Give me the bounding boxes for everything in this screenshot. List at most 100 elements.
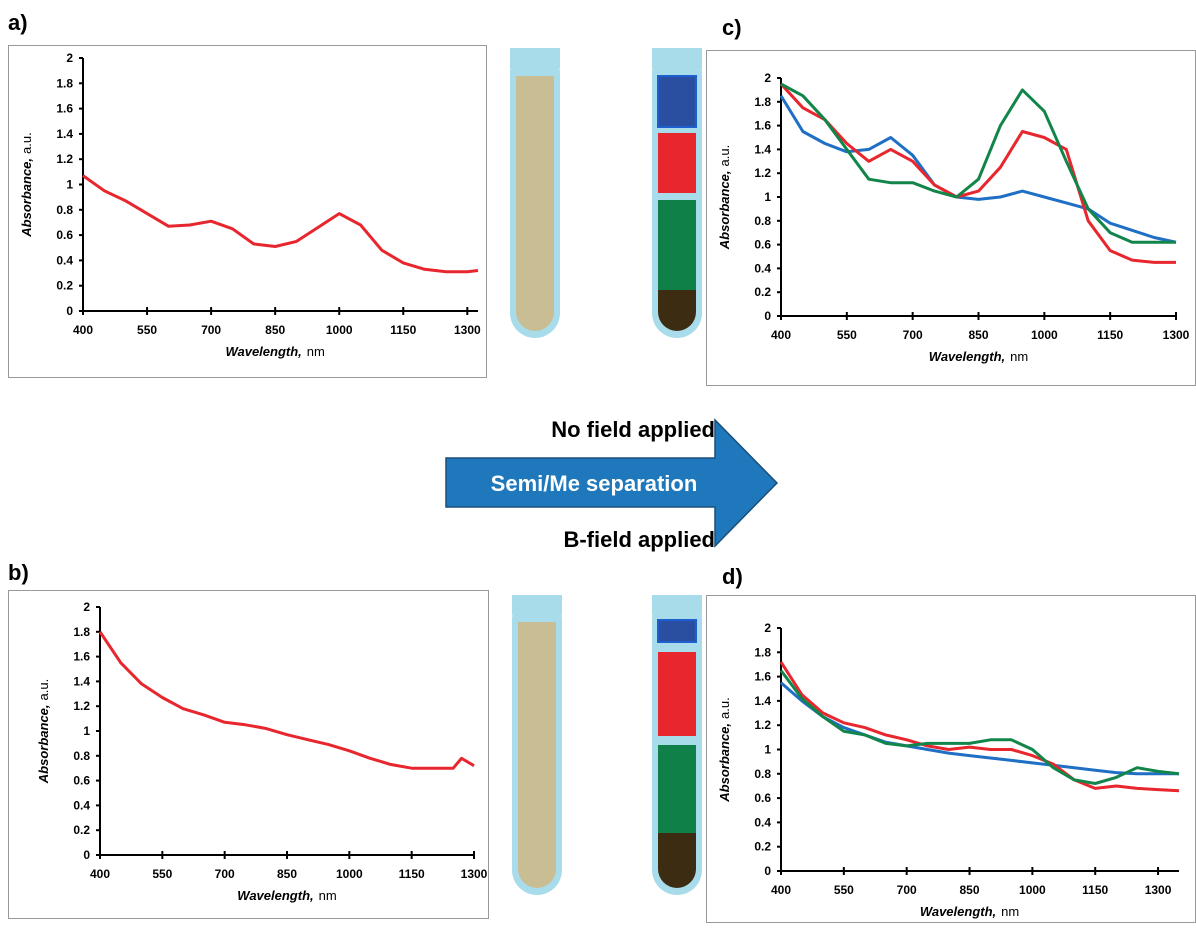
x-axis-title: Wavelength, nm	[237, 888, 336, 903]
arrow-top-label: No field applied	[551, 417, 715, 442]
y-tick-label: 0.2	[56, 279, 73, 293]
tube-d	[652, 595, 702, 895]
y-tick-label: 1.4	[754, 142, 771, 156]
y-tick-label: 2	[764, 621, 771, 635]
tube-b	[512, 595, 562, 895]
x-tick-label: 1300	[1163, 328, 1190, 342]
x-label: Wavelength,	[225, 344, 301, 359]
y-tick-label: 0	[764, 309, 771, 323]
tube-a	[510, 48, 560, 338]
x-tick-label: 400	[73, 323, 93, 337]
tube-c	[652, 48, 702, 338]
x-tick-label: 850	[277, 867, 297, 881]
y-label: Absorbance,	[36, 704, 51, 784]
y-tick-label: 1	[764, 743, 771, 757]
y-tick-label: 0	[83, 848, 90, 862]
x-tick-label: 1000	[1031, 328, 1058, 342]
y-tick-label: 0.6	[754, 238, 771, 252]
x-unit: nm	[319, 888, 337, 903]
x-tick-label: 1000	[336, 867, 363, 881]
y-tick-label: 1	[764, 190, 771, 204]
chart-frame	[8, 45, 487, 378]
y-label: Absorbance,	[717, 170, 732, 250]
y-tick-label: 1.4	[56, 127, 73, 141]
x-tick-label: 550	[152, 867, 172, 881]
x-tick-label: 1150	[399, 867, 425, 881]
y-label: Absorbance,	[19, 158, 34, 238]
y-tick-label: 1.2	[56, 152, 73, 166]
series-line	[82, 174, 479, 274]
y-tick-label: 1.6	[754, 119, 771, 133]
y-axis-title: Absorbance, a.u.	[717, 697, 732, 802]
x-tick-label: 1000	[326, 323, 353, 337]
y-tick-label: 0.4	[73, 798, 90, 812]
y-tick-label: 1.4	[73, 674, 90, 688]
x-axis-title: Wavelength, nm	[929, 349, 1028, 364]
y-unit: a.u.	[717, 145, 732, 167]
panel-label: c)	[722, 15, 742, 40]
x-tick-label: 1300	[454, 323, 481, 337]
series-line	[779, 669, 1180, 785]
series-line	[780, 681, 1179, 776]
x-label: Wavelength,	[237, 888, 313, 903]
y-tick-label: 2	[83, 600, 90, 614]
arrow-bottom-label: B-field applied	[563, 527, 715, 552]
y-tick-label: 0.6	[754, 791, 771, 805]
x-label: Wavelength,	[929, 349, 1005, 364]
panel-label: a)	[8, 10, 28, 35]
y-tick-label: 0.4	[56, 253, 73, 267]
y-tick-label: 1	[66, 178, 73, 192]
panel-label: d)	[722, 564, 743, 589]
x-unit: nm	[1010, 349, 1028, 364]
y-tick-label: 0.8	[56, 203, 73, 217]
x-tick-label: 700	[903, 328, 923, 342]
y-tick-label: 0.8	[754, 214, 771, 228]
x-tick-label: 550	[834, 883, 854, 897]
chart-frame	[706, 595, 1196, 923]
x-tick-label: 1150	[1097, 328, 1123, 342]
x-tick-label: 400	[771, 883, 791, 897]
y-label: Absorbance,	[717, 723, 732, 803]
y-tick-label: 0.4	[754, 815, 771, 829]
x-axis-title: Wavelength, nm	[225, 344, 324, 359]
series-line	[779, 82, 1176, 264]
x-tick-label: 1300	[461, 867, 488, 881]
x-tick-label: 850	[960, 883, 980, 897]
x-tick-label: 700	[201, 323, 221, 337]
y-tick-label: 1.8	[754, 645, 771, 659]
y-tick-label: 1.6	[56, 102, 73, 116]
x-label: Wavelength,	[920, 904, 996, 919]
y-tick-label: 1.2	[754, 166, 771, 180]
series-line	[779, 661, 1180, 793]
y-axis-title: Absorbance, a.u.	[717, 145, 732, 250]
y-axis-title: Absorbance, a.u.	[36, 679, 51, 784]
y-tick-label: 1.6	[754, 670, 771, 684]
y-tick-label: 0	[764, 864, 771, 878]
y-tick-label: 0.8	[73, 749, 90, 763]
y-tick-label: 1.8	[56, 76, 73, 90]
y-unit: a.u.	[36, 679, 51, 701]
x-unit: nm	[1001, 904, 1019, 919]
y-tick-label: 1.8	[754, 95, 771, 109]
x-unit: nm	[307, 344, 325, 359]
series-line	[780, 82, 1176, 244]
panel-label: b)	[8, 560, 29, 585]
x-tick-label: 850	[265, 323, 285, 337]
y-tick-label: 0	[66, 304, 73, 318]
y-unit: a.u.	[717, 697, 732, 719]
x-tick-label: 1150	[1082, 883, 1108, 897]
y-tick-label: 0.2	[754, 840, 771, 854]
x-tick-label: 1150	[390, 323, 416, 337]
x-tick-label: 1300	[1145, 883, 1172, 897]
y-tick-label: 1.8	[73, 625, 90, 639]
x-tick-label: 850	[968, 328, 988, 342]
x-tick-label: 400	[771, 328, 791, 342]
x-tick-label: 550	[137, 323, 157, 337]
arrow	[445, 418, 779, 548]
x-tick-label: 700	[897, 883, 917, 897]
x-tick-label: 1000	[1019, 883, 1046, 897]
series-line	[98, 630, 475, 770]
x-axis-title: Wavelength, nm	[920, 904, 1019, 919]
y-axis-title: Absorbance, a.u.	[19, 132, 34, 237]
